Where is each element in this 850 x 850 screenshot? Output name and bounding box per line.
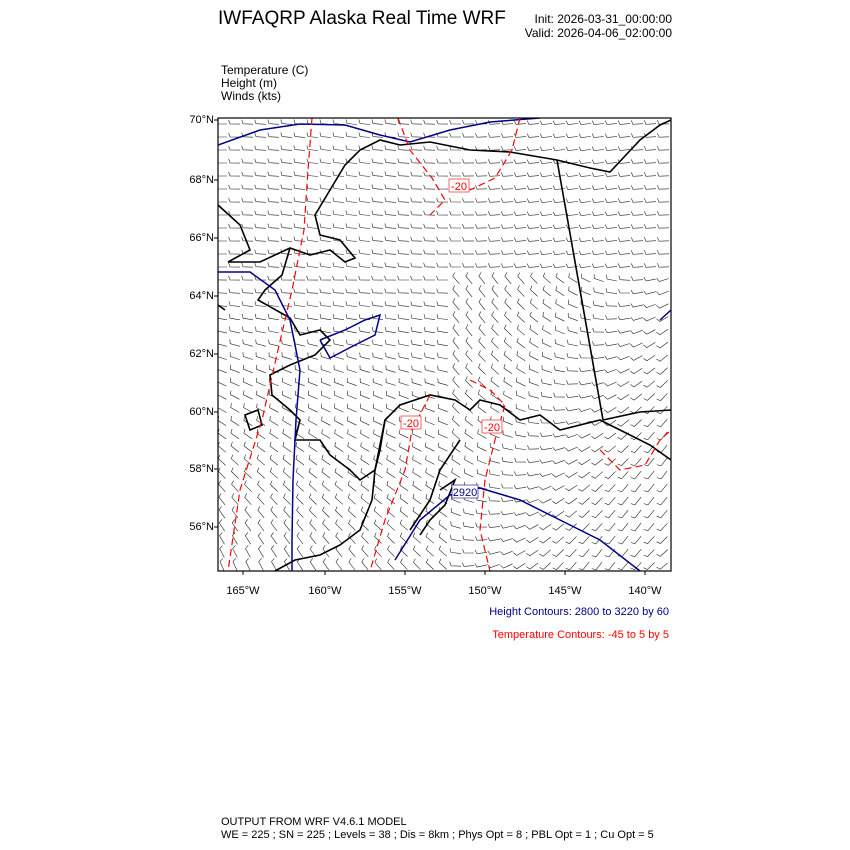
map-frame	[217, 117, 672, 572]
valid-time: Valid: 2026-04-06_02:00:00	[524, 26, 672, 40]
lat-label: 58°N	[189, 463, 214, 475]
wind-barb-field	[218, 119, 670, 571]
height-contours	[218, 118, 671, 571]
lat-label: 62°N	[189, 348, 214, 360]
axis-ticks	[214, 119, 646, 575]
lat-label: 64°N	[189, 290, 214, 302]
lon-label: 145°W	[548, 585, 582, 597]
lon-label: 150°W	[468, 585, 502, 597]
lat-label: 56°N	[189, 521, 214, 533]
lon-label: 160°W	[308, 585, 342, 597]
lat-label: 70°N	[189, 114, 214, 126]
wind-barbs	[218, 119, 670, 571]
coastline	[218, 119, 671, 571]
temperature-contour-legend: Temperature Contours: -45 to 5 by 5	[492, 629, 669, 641]
lat-label: 66°N	[189, 232, 214, 244]
height-label: 2920	[453, 487, 477, 499]
temp-label: -20	[403, 418, 419, 430]
lon-label: 155°W	[388, 585, 422, 597]
footer-config: WE = 225 ; SN = 225 ; Levels = 38 ; Dis …	[221, 829, 654, 841]
temp-label: -20	[484, 422, 500, 434]
lon-label: 165°W	[226, 585, 260, 597]
field-winds: Winds (kts)	[221, 89, 281, 103]
temp-label: -20	[451, 181, 467, 193]
field-height: Height (m)	[221, 76, 278, 90]
init-time: Init: 2026-03-31_00:00:00	[534, 12, 672, 26]
footer-model: OUTPUT FROM WRF V4.6.1 MODEL	[221, 816, 407, 828]
plot-title: IWFAQRP Alaska Real Time WRF	[218, 8, 506, 29]
lat-label: 68°N	[189, 174, 214, 186]
height-contour-legend: Height Contours: 2800 to 3220 by 60	[489, 606, 669, 618]
lat-label: 60°N	[189, 406, 214, 418]
field-temperature: Temperature (C)	[221, 63, 309, 77]
lon-label: 140°W	[628, 585, 662, 597]
